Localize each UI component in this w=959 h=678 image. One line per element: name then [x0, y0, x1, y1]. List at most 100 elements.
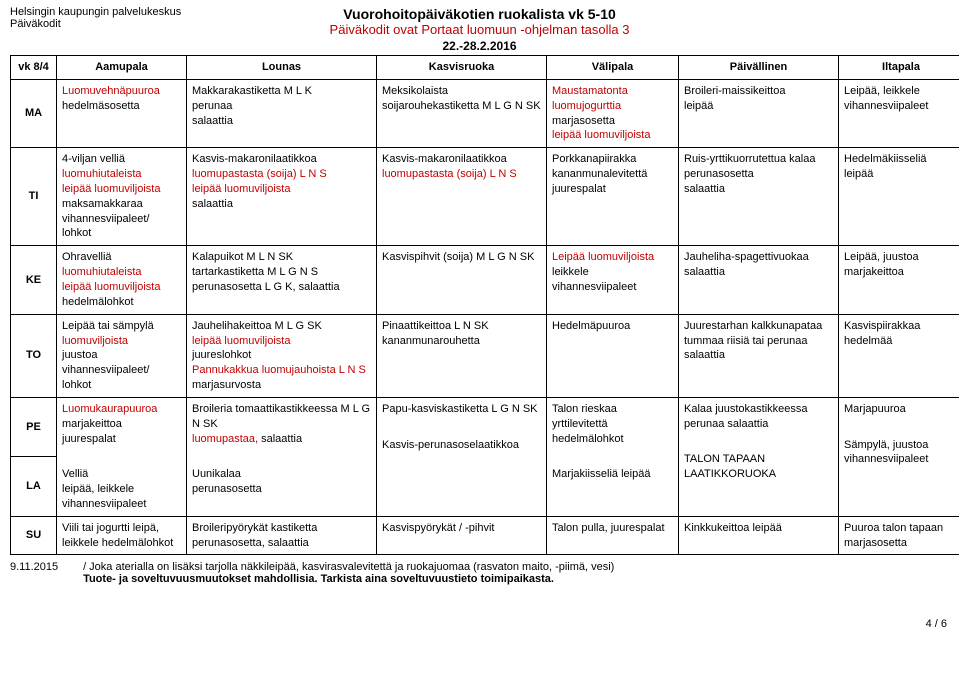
cell-text: leipää, leikkele vihannesviipaleet [62, 483, 146, 510]
menu-cell: Leipää tai sämpyläluomuviljoistajuustoav… [57, 314, 187, 397]
cell-text: vihannesviipaleet/ lohkot [62, 364, 149, 391]
cell-text: leipää [684, 100, 713, 112]
day-cell: LA [11, 457, 57, 516]
cell-text: Kalapuikot M L N SK [192, 251, 293, 263]
cell-text: marjasosetta [552, 115, 615, 127]
col-lounas: Lounas [187, 56, 377, 80]
table-row: MALuomuvehnäpuuroahedelmäsosettaMakkarak… [11, 79, 959, 147]
menu-cell: Makkarakastiketta M L K perunaa salaattia [187, 79, 377, 147]
cell-text: hedelmäsosetta [62, 100, 140, 112]
cell-text: Marjakiisseliä leipää [552, 468, 650, 480]
menu-cell: Broileria tomaattikastikkeessa M L G N S… [187, 397, 377, 516]
cell-text: Kasvis-makaronilaatikkoa [382, 153, 507, 165]
cell-text: leikkele [552, 266, 589, 278]
col-kasvisruoka: Kasvisruoka [377, 56, 547, 80]
day-cell: SU [11, 516, 57, 555]
org-name: Helsingin kaupungin palvelukeskus [10, 6, 181, 18]
cell-text: luomuhiutaleista [62, 266, 142, 278]
cell-text: salaattia [192, 115, 233, 127]
cell-text: leipää luomuviljoista [552, 129, 650, 141]
day-cell: TI [11, 148, 57, 246]
cell-text: leipää luomuviljoista [192, 183, 290, 195]
col-paivallinen: Päivällinen [679, 56, 839, 80]
menu-cell: Kasvis-makaronilaatikkoaluomupastasta (s… [187, 148, 377, 246]
cell-text: Kasvis-perunasoselaatikkoa [382, 439, 519, 451]
menu-cell: Puuroa talon tapaan marjasosetta [839, 516, 959, 555]
menu-cell: Talon rieskaa yrttilevitettä hedelmälohk… [547, 397, 679, 516]
menu-cell: Kalaa juustokastikkeessa perunaa salaatt… [679, 397, 839, 516]
cell-text: Broileripyörykät kastiketta perunasosett… [192, 522, 317, 549]
cell-text: Leipää, leikkele vihannesviipaleet [844, 85, 928, 112]
page-number: 4 / 6 [926, 618, 947, 630]
page-header: Helsingin kaupungin palvelukeskus Päiväk… [10, 6, 949, 53]
cell-text: Ohravelliä [62, 251, 112, 263]
menu-cell: Juurestarhan kalkkunapataa tummaa riisiä… [679, 314, 839, 397]
footer: 9.11.2015 / Joka aterialla on lisäksi ta… [10, 561, 949, 585]
cell-text: perunasosetta L G K, salaattia [192, 281, 340, 293]
menu-cell: Kinkkukeittoa leipää [679, 516, 839, 555]
menu-cell: Leipää, juustoa marjakeittoa [839, 246, 959, 314]
menu-cell: Meksikolaista soijarouhekastiketta M L G… [377, 79, 547, 147]
cell-text: juurespalat [62, 433, 116, 445]
cell-text: Sämpylä, juustoa vihannesviipaleet [844, 439, 928, 466]
cell-text: Jauheliha-spagettivuokaa salaattia [684, 251, 809, 278]
col-valipala: Välipala [547, 56, 679, 80]
footer-line2: Tuote- ja soveltuvuusmuutokset mahdollis… [83, 573, 554, 585]
cell-text: Maustamatonta luomujogurttia [552, 85, 628, 112]
day-cell: PE [11, 397, 57, 456]
menu-cell: Kasvis-makaronilaatikkoaluomupastasta (s… [377, 148, 547, 246]
cell-text: Pannukakkua luomujauhoista L N S [192, 364, 366, 376]
cell-text: Leipää luomuviljoista [552, 251, 654, 263]
day-cell: TO [11, 314, 57, 397]
cell-text: Puuroa talon tapaan marjasosetta [844, 522, 943, 549]
cell-text: luomuhiutaleista [62, 168, 142, 180]
menu-cell: Pinaattikeittoa L N SK kananmunarouhetta [377, 314, 547, 397]
cell-text: Juurestarhan kalkkunapataa tummaa riisiä… [684, 320, 822, 362]
footer-line1: / Joka aterialla on lisäksi tarjolla näk… [83, 561, 614, 573]
cell-text: Hedelmäpuuroa [552, 320, 630, 332]
cell-text: vihannesviipaleet/ lohkot [62, 213, 149, 240]
cell-text: Ruis-yrttikuorrutettua kalaa [684, 153, 815, 165]
menu-cell: Hedelmäpuuroa [547, 314, 679, 397]
menu-cell: Leipää luomuviljoista leikkele vihannesvii… [547, 246, 679, 314]
cell-text: Kasvispihvit (soija) M L G N SK [382, 251, 534, 263]
cell-text: luomupastaa, [192, 433, 261, 445]
cell-text: Luomukaurapuuroa [62, 403, 157, 415]
table-row: TOLeipää tai sämpyläluomuviljoistajuusto… [11, 314, 959, 397]
cell-text: perunaa [192, 100, 232, 112]
menu-cell: Luomukaurapuuroa marjakeittoa juurespalat V… [57, 397, 187, 516]
table-row: KEOhravelliäluomuhiutaleistaleipää luomu… [11, 246, 959, 314]
cell-text: perunasosetta [684, 168, 754, 180]
cell-text: 4-viljan velliä [62, 153, 125, 165]
cell-text: Talon rieskaa yrttilevitettä hedelmälohk… [552, 403, 624, 445]
cell-text: Marjapuuroa [844, 403, 906, 415]
menu-cell: Maustamatonta luomujogurttia marjasosetta… [547, 79, 679, 147]
cell-text: Talon pulla, juurespalat [552, 522, 665, 534]
cell-text: perunasosetta [192, 483, 262, 495]
table-row: TI 4-viljan velliä luomuhiutaleista leipää … [11, 148, 959, 246]
cell-text: Kalaa juustokastikkeessa perunaa salaatt… [684, 403, 808, 430]
cell-text: Luomuvehnäpuuroa [62, 85, 160, 97]
cell-text: leipää luomuviljoista [62, 281, 160, 293]
cell-text: Velliä [62, 468, 88, 480]
menu-table: vk 8/4 Aamupala Lounas Kasvisruoka Välip… [10, 55, 959, 555]
menu-cell: Luomuvehnäpuuroa hedelmäsosetta [57, 79, 187, 147]
cell-text: vihannesviipaleet [552, 281, 636, 293]
cell-text: Porkkanapiirakka kananmunalevitettä juur… [552, 153, 647, 195]
footer-date: 9.11.2015 [10, 561, 80, 573]
cell-text: Kasvis-makaronilaatikkoa [192, 153, 317, 165]
cell-text: Uunikalaa [192, 468, 241, 480]
menu-cell: Ohravelliä luomuhiutaleista leipää luomuvi… [57, 246, 187, 314]
menu-cell: Kasvispyörykät / -pihvit [377, 516, 547, 555]
table-row: SUViili tai jogurtti leipä, leikkele hed… [11, 516, 959, 555]
col-aamupala: Aamupala [57, 56, 187, 80]
menu-cell: Marjapuuroa Sämpylä, juustoa vihannesviip… [839, 397, 959, 516]
menu-cell: Porkkanapiirakka kananmunalevitettä juur… [547, 148, 679, 246]
menu-cell: Papu-kasviskastiketta L G N SKKasvis-per… [377, 397, 547, 516]
cell-text: marjakeittoa [62, 418, 122, 430]
cell-text: Makkarakastiketta M L K [192, 85, 312, 97]
cell-text: hedelmälohkot [62, 296, 134, 308]
header-left: Helsingin kaupungin palvelukeskus Päiväk… [10, 6, 181, 30]
menu-cell: Hedelmäkiisseliä leipää [839, 148, 959, 246]
cell-text: tartarkastiketta M L G N S [192, 266, 318, 278]
